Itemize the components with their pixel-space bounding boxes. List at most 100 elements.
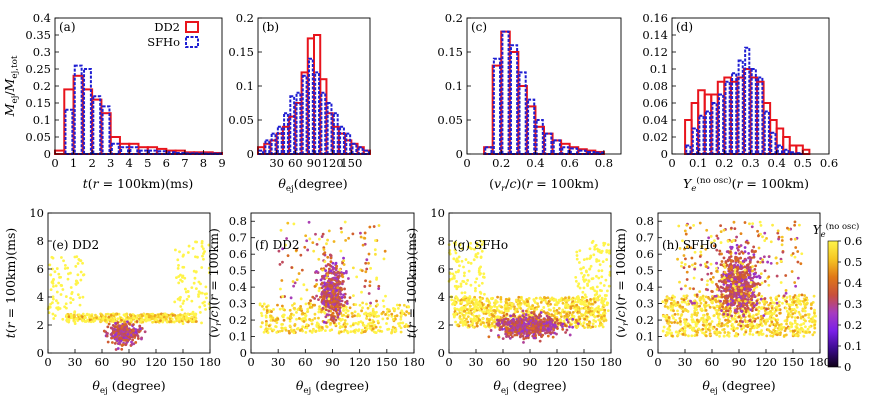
scatter-point xyxy=(58,275,61,279)
scatter-point xyxy=(133,334,137,337)
scatter-point xyxy=(329,269,333,273)
scatter-point xyxy=(365,316,369,320)
scatter-point xyxy=(373,331,377,334)
scatter-point xyxy=(708,305,712,309)
scatter-point xyxy=(696,311,700,315)
scatter-point xyxy=(383,249,387,253)
scatter-point xyxy=(698,304,702,308)
scatter-point xyxy=(120,332,124,336)
scatter-point xyxy=(134,341,138,344)
scatter-point xyxy=(729,292,733,296)
scatter-point xyxy=(336,286,340,290)
scatter-point xyxy=(330,284,334,288)
scatter-point xyxy=(521,334,525,338)
scatter-point xyxy=(286,254,290,258)
scatter-point xyxy=(293,322,297,326)
scatter-point xyxy=(339,330,343,334)
scatter-point xyxy=(129,318,133,322)
scatter-point xyxy=(798,302,801,306)
histogram-panel-c: 0 0.2 0.4 0.6 0.800.050.10.150.2(c) xyxy=(437,11,622,170)
scatter-point xyxy=(508,329,511,332)
scatter-point xyxy=(704,301,708,304)
bar-sfho xyxy=(166,151,176,156)
scatter-point xyxy=(563,314,567,318)
xlabel-b: θej(degree) xyxy=(278,176,347,194)
scatter-point xyxy=(81,261,84,265)
scatter-point xyxy=(723,331,727,334)
scatter-point xyxy=(365,258,369,262)
scatter-point xyxy=(281,307,285,310)
scatter-point xyxy=(124,322,128,326)
scatter-point xyxy=(578,249,582,253)
scatter-point xyxy=(365,324,369,328)
scatter-point xyxy=(713,330,717,334)
x-tick-label: 60 xyxy=(95,355,110,369)
scatter-point xyxy=(704,330,708,334)
scatter-point xyxy=(368,314,372,318)
scatter-point xyxy=(720,309,723,312)
scatter-point xyxy=(670,298,673,302)
scatter-point xyxy=(788,295,792,298)
x-tick-label: 0 xyxy=(247,355,254,369)
scatter-point xyxy=(566,320,570,324)
scatter-point xyxy=(757,324,761,328)
scatter-point xyxy=(368,284,372,288)
scatter-point xyxy=(487,323,491,327)
scatter-point xyxy=(730,314,734,318)
bar-sfho xyxy=(711,102,718,155)
x-tick-label: 7 xyxy=(181,156,188,170)
scatter-point xyxy=(81,295,85,299)
scatter-point xyxy=(532,298,536,301)
scatter-point xyxy=(462,265,465,269)
panel-label: (g) SFHo xyxy=(453,238,508,252)
scatter-point xyxy=(493,304,496,308)
bar-sfho xyxy=(283,112,289,155)
bar-sfho xyxy=(724,80,731,155)
scatter-point xyxy=(346,331,350,335)
scatter-point xyxy=(458,264,461,268)
scatter-point xyxy=(264,319,268,323)
scatter-point xyxy=(69,286,73,289)
y-tick-label: 0.02 xyxy=(642,130,668,144)
scatter-point xyxy=(589,298,592,301)
scatter-point xyxy=(197,293,200,296)
scatter-point xyxy=(318,286,322,290)
scatter-point xyxy=(526,307,530,311)
scatter-point xyxy=(754,264,758,268)
scatter-point xyxy=(260,311,263,315)
scatter-point xyxy=(780,327,784,331)
scatter-point xyxy=(755,299,759,303)
scatter-point xyxy=(571,311,575,314)
scatter-point xyxy=(539,326,543,329)
xlabel-d: Ye(no osc)(r = 100km) xyxy=(683,175,809,194)
scatter-point xyxy=(382,305,386,308)
scatter-point xyxy=(340,230,344,234)
scatter-point xyxy=(478,267,481,270)
scatter-point xyxy=(178,320,181,324)
scatter-point xyxy=(599,323,603,327)
scatter-point xyxy=(700,307,704,311)
x-tick-label: 30 xyxy=(68,355,83,369)
scatter-point xyxy=(194,320,198,323)
scatter-point xyxy=(347,277,350,280)
scatter-point xyxy=(334,318,338,322)
scatter-point xyxy=(54,299,58,303)
scatter-point xyxy=(292,306,296,310)
scatter-point xyxy=(398,303,402,307)
scatter-point xyxy=(475,314,478,318)
scatter-point xyxy=(475,317,478,321)
scatter-point xyxy=(674,304,678,308)
scatter-point xyxy=(85,312,89,316)
scatter-point xyxy=(308,329,312,333)
scatter-point xyxy=(469,323,473,327)
scatter-point xyxy=(753,319,757,323)
scatter-point xyxy=(545,321,548,325)
scatter-point xyxy=(807,313,811,316)
scatter-point xyxy=(555,332,558,336)
scatter-point xyxy=(490,317,493,321)
scatter-point xyxy=(803,294,807,297)
y-tick-label: 0.2 xyxy=(33,79,51,93)
scatter-point xyxy=(365,327,369,331)
scatter-point xyxy=(324,269,328,272)
scatter-point xyxy=(335,277,339,281)
